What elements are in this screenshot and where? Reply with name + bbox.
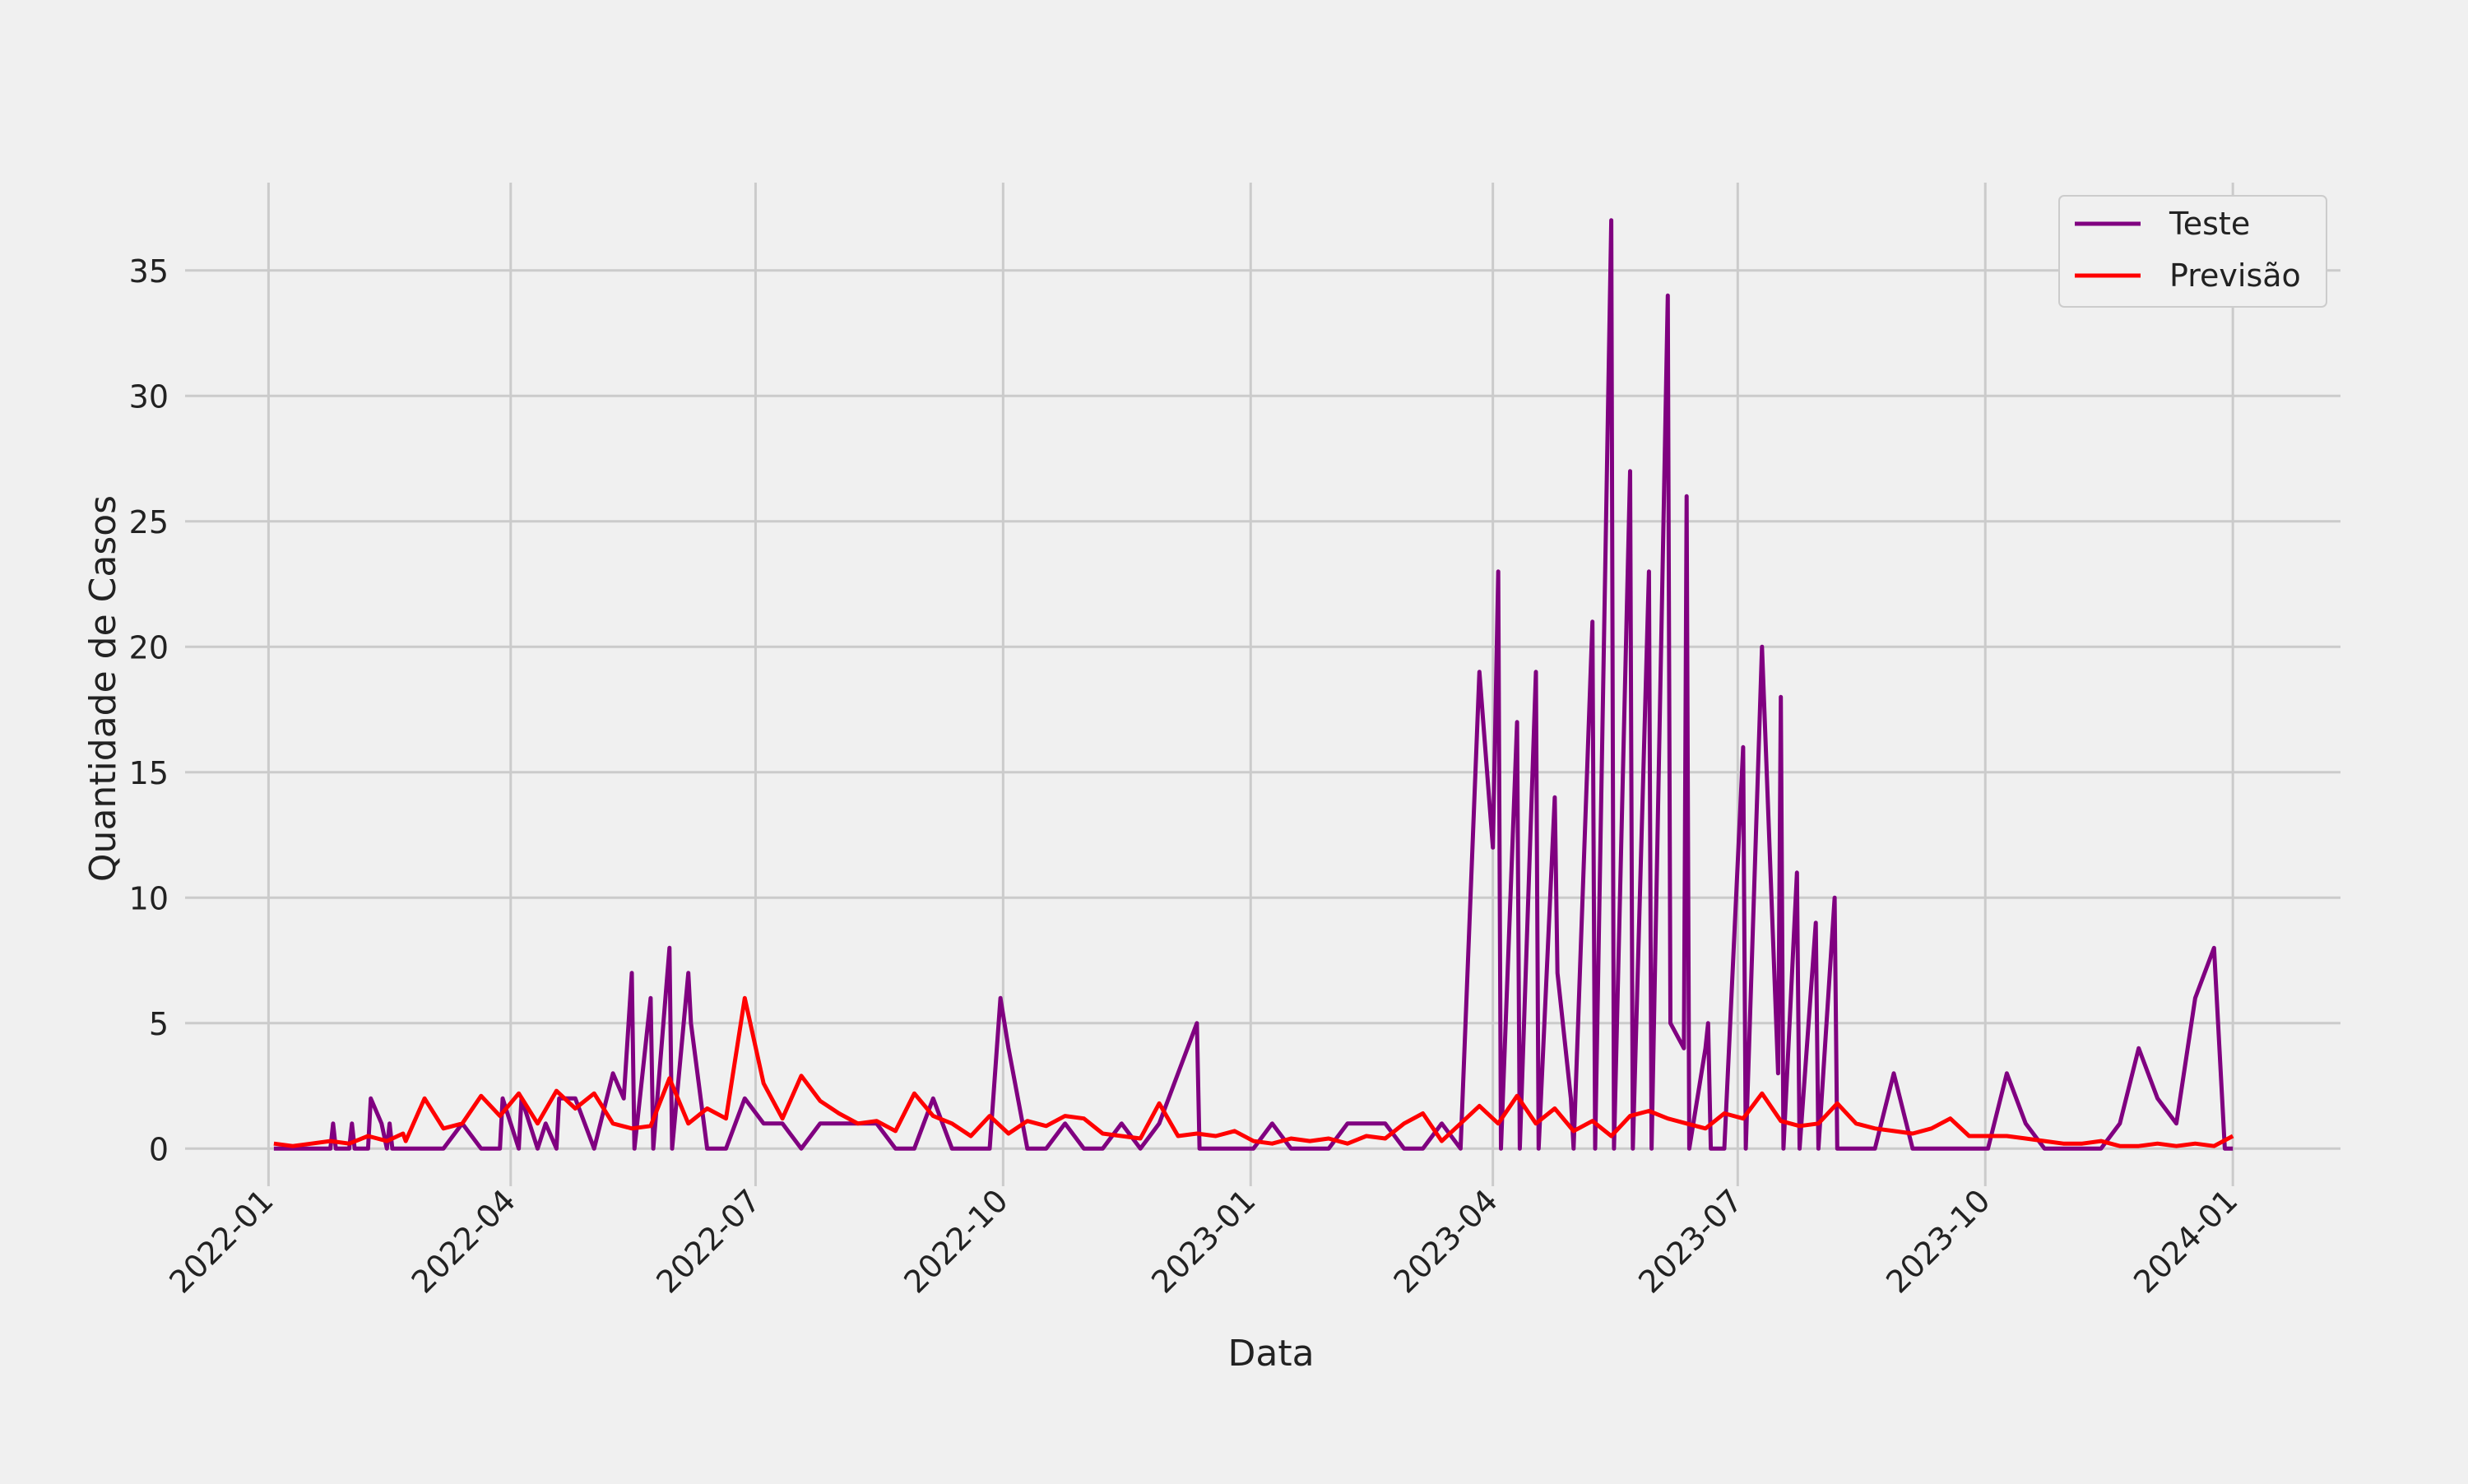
y-tick-label: 20 <box>129 629 169 665</box>
x-tick-label: 2022-07 <box>649 1182 767 1300</box>
series-line-previsao <box>273 995 2234 1148</box>
x-tick-label: 2023-10 <box>1879 1182 1997 1300</box>
y-axis-ticks: 0 5 10 15 20 25 30 35 <box>129 253 169 1168</box>
x-tick-label: 2022-04 <box>405 1182 522 1300</box>
series-lines <box>273 218 2234 1151</box>
y-axis-label: Quantidade de Casos <box>82 495 124 882</box>
series-line-teste <box>273 218 2234 1151</box>
grid <box>185 183 2340 1186</box>
x-tick-label: 2022-01 <box>162 1182 280 1300</box>
legend: Teste Previsão <box>2058 195 2327 308</box>
y-tick-label: 35 <box>129 253 169 290</box>
legend-label-previsao: Previsão <box>2169 257 2301 294</box>
y-tick-label: 30 <box>129 378 169 415</box>
x-axis-label: Data <box>1227 1333 1314 1375</box>
legend-label-teste: Teste <box>2169 206 2250 242</box>
y-tick-label: 5 <box>149 1006 169 1042</box>
x-tick-label: 2023-07 <box>1631 1182 1749 1300</box>
x-tick-label: 2023-04 <box>1387 1182 1505 1300</box>
x-axis-ticks: 2022-01 2022-04 2022-07 2022-10 2023-01 2023-… <box>162 1182 2244 1300</box>
y-tick-label: 15 <box>129 755 169 791</box>
y-tick-label: 25 <box>129 504 169 540</box>
y-tick-label: 10 <box>129 880 169 916</box>
x-tick-label: 2024-01 <box>2127 1182 2244 1300</box>
y-tick-label: 0 <box>149 1131 169 1167</box>
x-tick-label: 2023-01 <box>1144 1182 1262 1300</box>
x-tick-label: 2022-10 <box>897 1182 1014 1300</box>
